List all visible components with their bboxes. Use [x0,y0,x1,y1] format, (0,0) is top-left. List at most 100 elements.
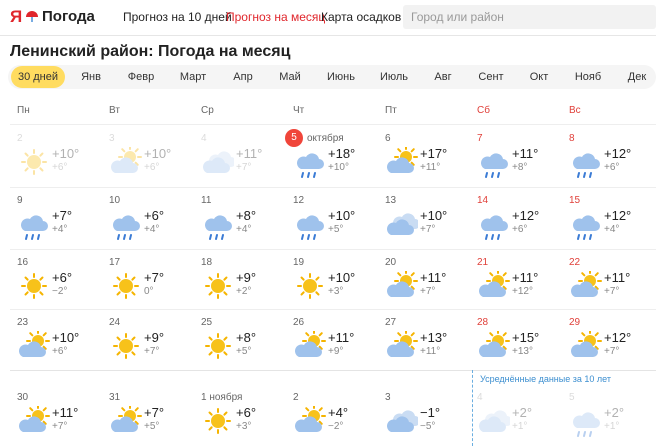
sun-ray [42,407,47,412]
day-temp: +7° [144,405,165,420]
month-tab[interactable]: Сент [478,71,504,83]
nav-link[interactable]: Прогноз на месяц [226,10,326,24]
sun-ray [24,276,29,281]
icon-wrap [570,147,602,184]
day-number: 16 [17,257,29,268]
sun-ray [121,407,126,412]
icon-wrap [570,406,602,443]
icon-wrap [570,329,602,368]
month-tab[interactable]: Февр [127,71,155,83]
day-number: 22 [569,257,581,268]
night-temp: +1° [512,421,528,432]
day-number: 6 [385,133,391,144]
sun-ray [42,345,47,350]
active-tab-bg [11,66,65,88]
sun [21,149,47,175]
weekday: Вт [109,105,120,116]
drop [485,172,488,178]
day-cell: 14 +12° +6° [472,189,564,247]
icon-wrap [110,331,142,368]
icon-wrap [294,329,326,368]
sun-ray [116,291,121,296]
weather-icon [481,153,508,178]
brand[interactable]: Погода [42,8,95,25]
day-cell: 6 +17° +11° [380,127,472,185]
sun-disc [303,279,317,293]
month-tab[interactable]: Май [279,71,301,83]
weekday: Пн [17,105,30,116]
nav-link[interactable]: Прогноз на 10 дней [123,10,232,24]
weather-icon [297,153,324,178]
icon-wrap [294,404,326,443]
search-box[interactable]: Город или район [403,5,656,29]
day-cell: 18 +9° +2° [196,251,288,309]
month-tab[interactable]: Авг [434,71,452,83]
month-tab[interactable]: Дек [627,71,647,83]
weather-icon [479,410,512,432]
month-tab[interactable]: Июль [379,71,409,83]
logo-letter[interactable]: Я [10,7,23,26]
sun-ray [581,332,586,337]
weekday: Пт [385,105,397,116]
drop [301,234,304,240]
rain [485,172,500,178]
weather-icon [113,273,139,299]
month-tab[interactable]: Апр [233,71,253,83]
sun-ray [208,276,213,281]
header-divider [0,35,656,36]
cloud [295,341,322,357]
cloud [387,416,414,432]
night-temp: +6° [52,162,68,173]
weather-icon [205,408,231,434]
sun-ray [223,291,228,296]
cloud [111,157,138,173]
day-cell: 26 +11° +9° [288,311,380,369]
sun-ray [223,411,228,416]
day-number: 19 [293,257,305,268]
nav-link[interactable]: Карта осадков [321,10,402,24]
sun-ray [318,345,323,350]
night-temp: +7° [604,286,620,297]
month-tab[interactable]: Янв [81,71,101,83]
month-tab[interactable]: Нояб [574,71,602,83]
drop [589,234,592,240]
sun-ray [134,161,139,166]
weather-icon [19,404,50,432]
month-tab[interactable]: Окт [529,71,549,83]
sun-ray [594,272,599,277]
sun-ray [39,167,44,172]
weather-icon [387,269,418,297]
day-cell: 23 +10° +6° [12,311,104,369]
weather-icon [113,333,139,359]
night-temp: +7° [236,162,252,173]
sun-ray [410,161,415,166]
sun-ray [208,411,213,416]
search-placeholder: Город или район [411,10,504,24]
month-tab[interactable]: 30 дней [17,71,59,83]
weather-icon [21,273,47,299]
weather-icon [205,273,231,299]
month-tab[interactable]: Март [179,71,207,83]
cloud [387,219,414,235]
sun-ray [223,336,228,341]
day-temp: +10° [144,146,172,161]
sun [21,273,47,299]
day-number: 25 [201,317,213,328]
night-temp: +6° [144,162,160,173]
day-cell: 4 +2° +1° [472,386,564,444]
weather-icon [573,153,600,178]
drop [577,234,580,240]
icon-wrap [202,147,236,184]
day-cell: 5 октября +18° +10° [285,127,380,185]
sun-ray [134,148,139,153]
cloud [485,410,512,426]
day-number: 31 [109,392,121,403]
day-temp: +7° [144,270,165,285]
sun-disc [211,279,225,293]
sun-ray [397,272,402,277]
cloud [203,157,230,173]
sun-disc [119,279,133,293]
weather-icon [573,215,600,240]
month-tab[interactable]: Июнь [327,71,355,83]
night-temp: +6° [604,162,620,173]
